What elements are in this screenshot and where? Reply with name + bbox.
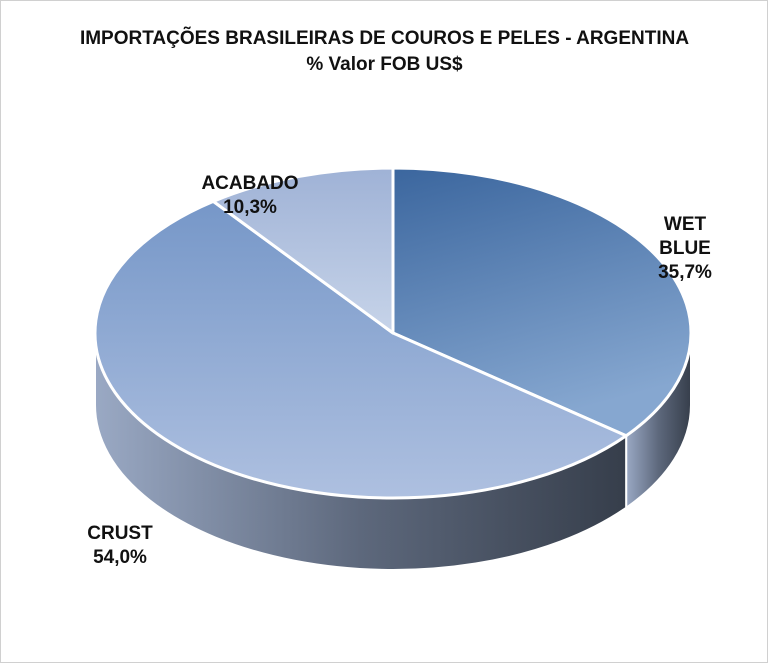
chart-subtitle: % Valor FOB US$	[306, 54, 463, 75]
category-label: WET BLUE	[659, 214, 711, 259]
slice	[391, 166, 693, 438]
data-label: 10,3%	[223, 197, 277, 218]
chart-title: IMPORTAÇÕES BRASILEIRAS DE COUROS E PELE…	[79, 28, 690, 49]
data-label: 35,7%	[658, 262, 712, 283]
category-label: ACABADO	[201, 173, 299, 194]
slice	[211, 166, 395, 335]
slice	[93, 199, 628, 500]
data-label: 54,0%	[93, 547, 147, 568]
category-label: CRUST	[87, 523, 153, 544]
